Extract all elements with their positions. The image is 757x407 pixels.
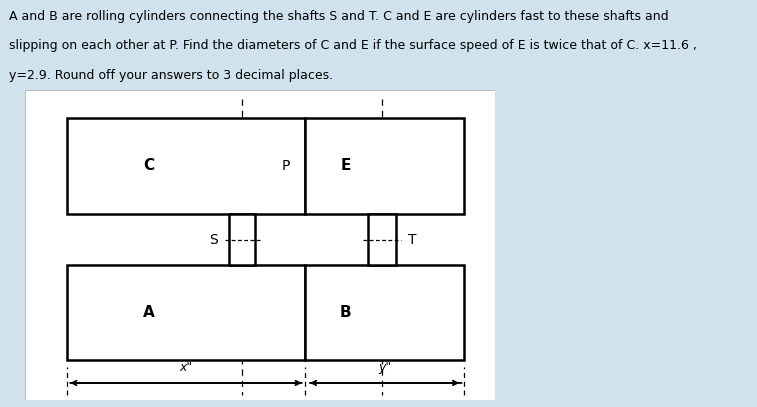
Text: x": x" [179,361,192,374]
Bar [304,118,465,214]
Text: P: P [282,159,290,173]
Text: C: C [143,158,154,173]
Bar [229,214,255,265]
Text: y": y" [378,361,391,374]
Bar [304,265,465,360]
Text: S: S [209,232,218,247]
Bar [67,118,304,214]
Text: slipping on each other at P. Find the diameters of C and E if the surface speed : slipping on each other at P. Find the di… [9,39,697,53]
Text: A: A [142,305,154,320]
Text: E: E [341,158,351,173]
Text: T: T [408,232,416,247]
Text: B: B [340,305,351,320]
Text: A and B are rolling cylinders connecting the shafts S and T. C and E are cylinde: A and B are rolling cylinders connecting… [9,10,668,23]
Text: y=2.9. Round off your answers to 3 decimal places.: y=2.9. Round off your answers to 3 decim… [9,69,333,82]
Bar [67,265,304,360]
Bar [368,214,397,265]
